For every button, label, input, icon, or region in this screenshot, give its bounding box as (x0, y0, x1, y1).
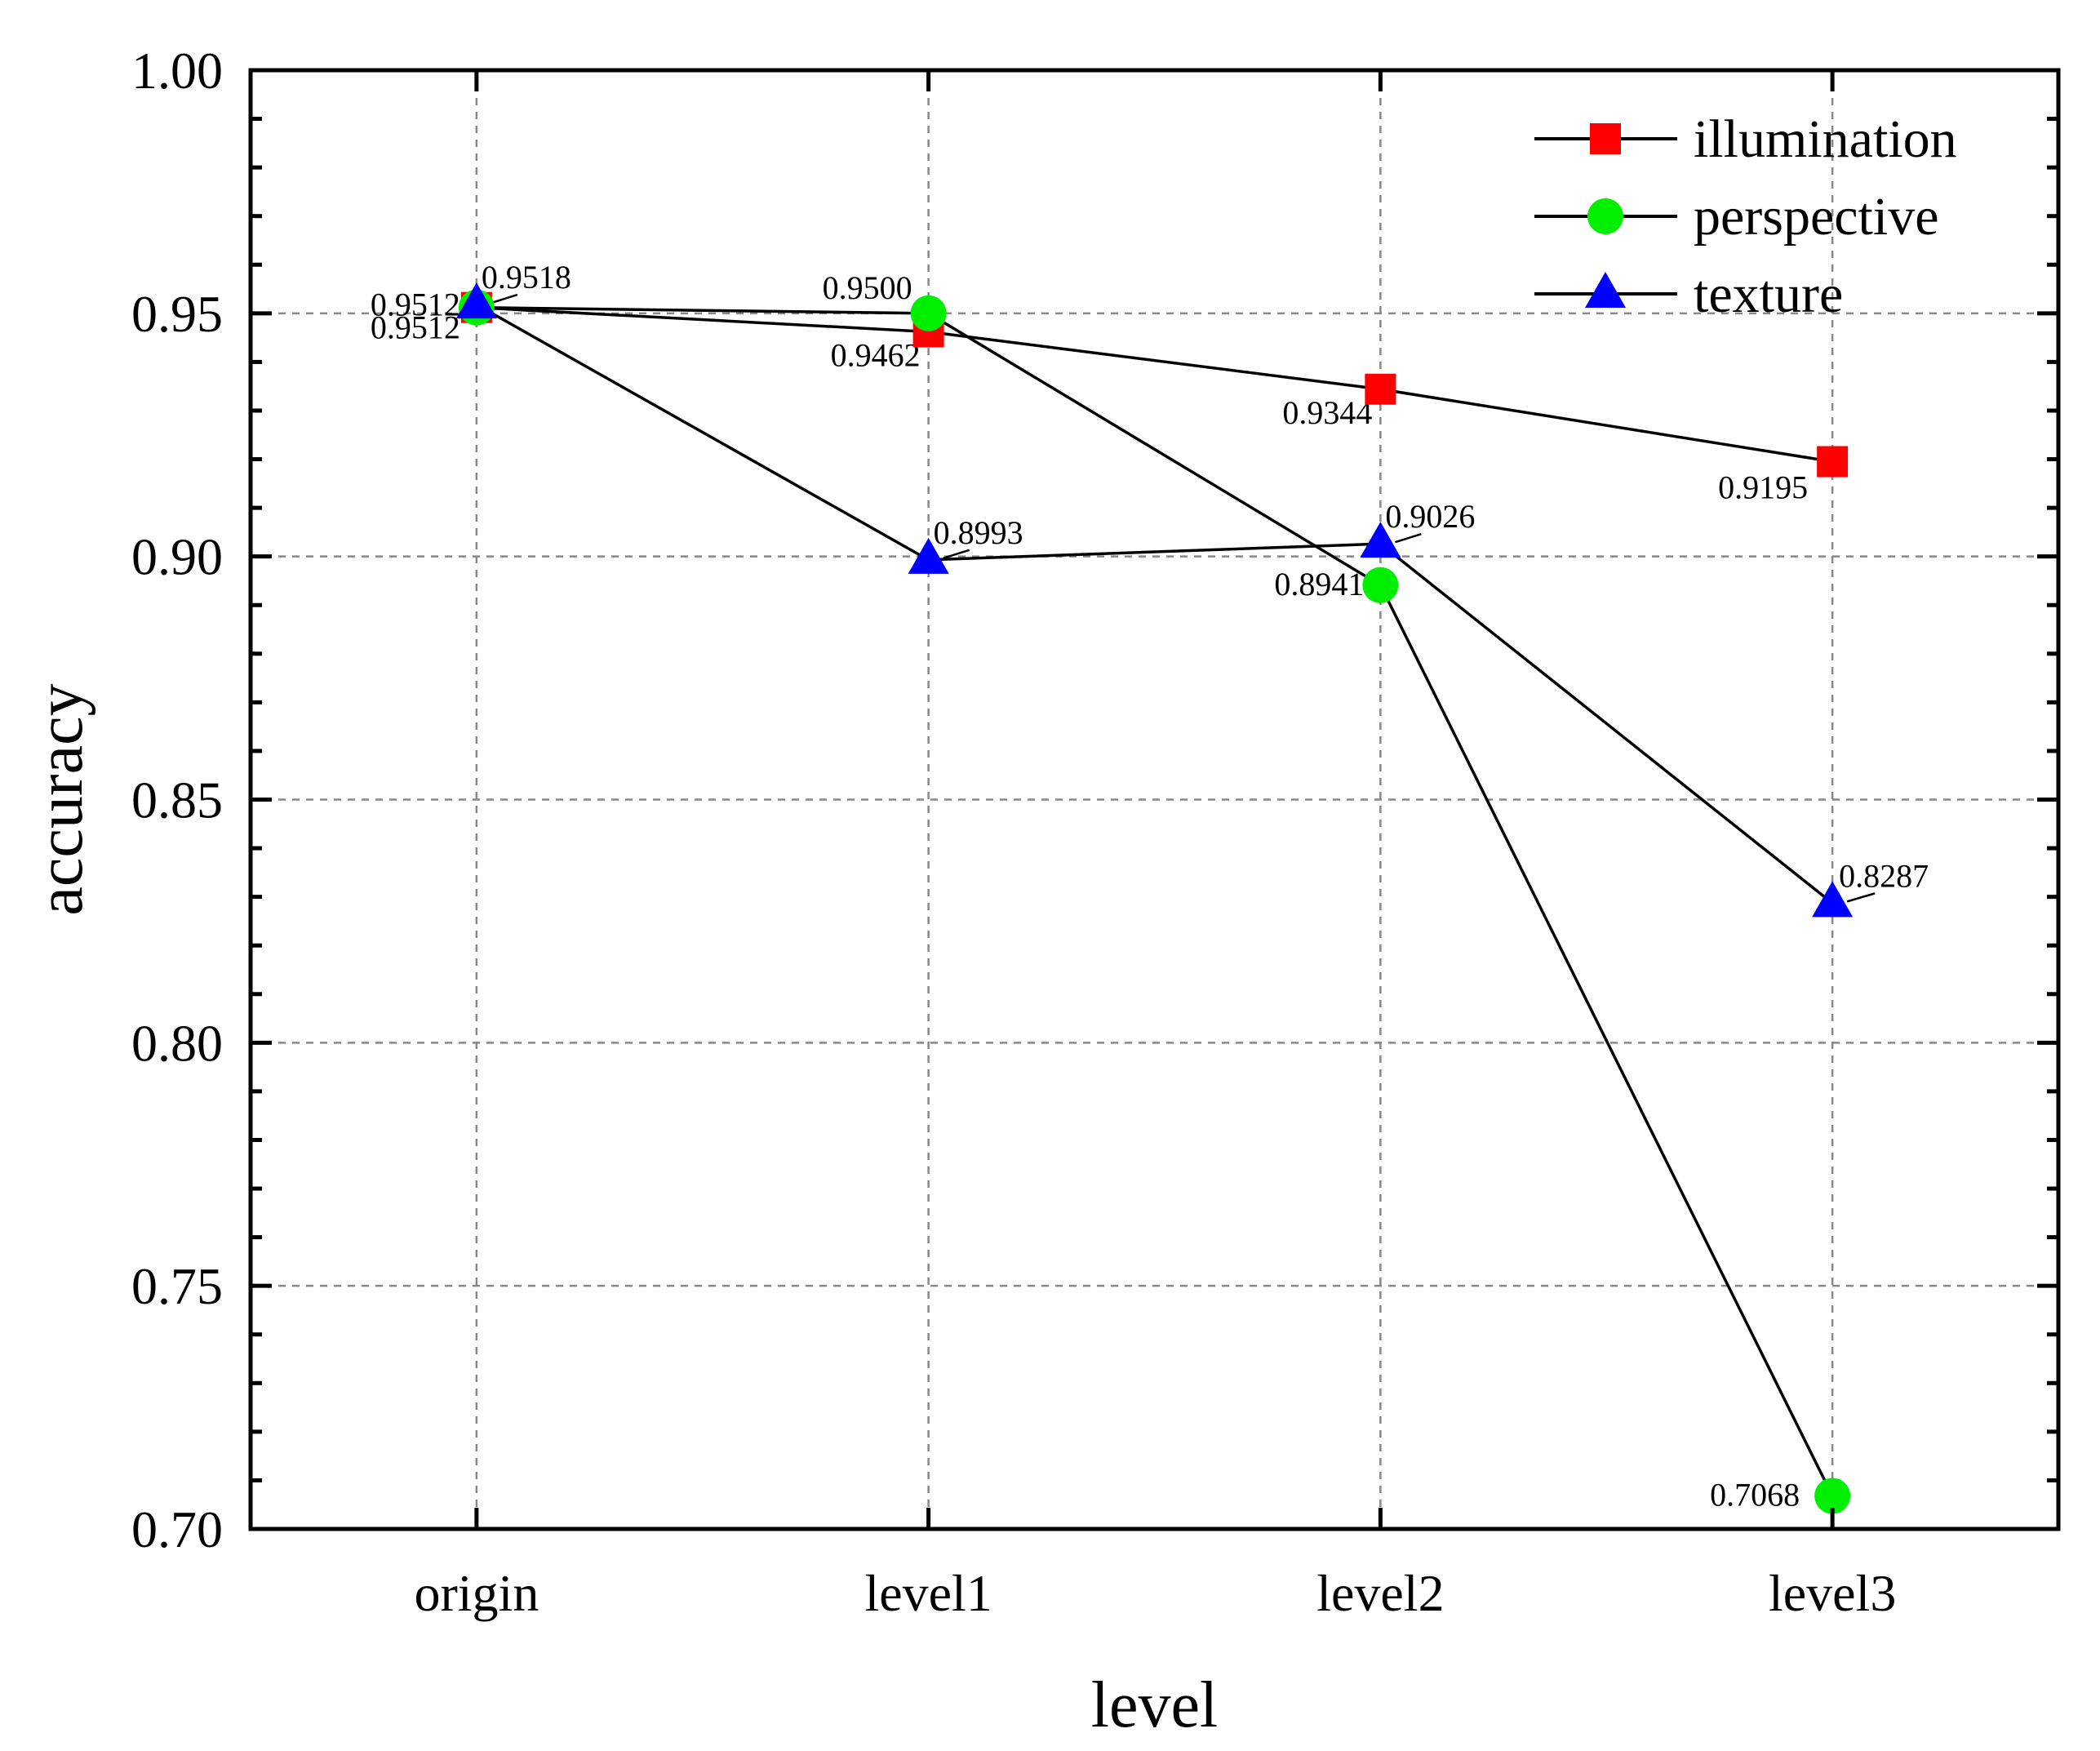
x-tick-label: origin (414, 1564, 539, 1622)
perspective-data-label: 0.8941 (1274, 566, 1364, 602)
y-tick-label: 0.85 (131, 771, 223, 829)
series-line-illumination (476, 305, 1833, 464)
perspective-marker (910, 295, 947, 331)
texture-label-leader (943, 549, 970, 560)
texture-data-label: 0.8287 (1839, 857, 1929, 894)
illumination-marker (1365, 373, 1396, 405)
y-tick-label: 0.80 (131, 1014, 223, 1072)
perspective-marker (1814, 1478, 1851, 1514)
illumination-data-label: 0.9512 (371, 309, 460, 346)
data-labels: 0.9512 0.9462 0.9344 0.9195 0.9512 0.9500 0.89… (371, 259, 1929, 1513)
perspective-data-label: 0.9512 (371, 287, 460, 323)
texture-data-label: 0.9518 (482, 259, 571, 296)
series-line-texture (476, 303, 1834, 904)
legend-marker-texture (1585, 272, 1626, 308)
texture-data-label: 0.8993 (934, 514, 1023, 551)
perspective-data-label: 0.7068 (1710, 1476, 1800, 1513)
series-lines (476, 303, 1834, 1497)
x-tick-label: level2 (1316, 1564, 1444, 1622)
texture-label-leader (1395, 532, 1422, 544)
series-markers (455, 282, 1854, 1514)
axis-ticks (251, 68, 2058, 1531)
texture-marker (1812, 881, 1854, 918)
x-axis-title: level (1091, 1669, 1218, 1741)
x-tick-label: level1 (864, 1564, 992, 1622)
illumination-data-label: 0.9462 (831, 336, 921, 373)
y-tick-label: 0.70 (131, 1500, 223, 1558)
x-tick-label: level3 (1769, 1564, 1896, 1622)
y-tick-label: 0.75 (131, 1257, 223, 1315)
legend-label-perspective: perspective (1694, 187, 1939, 247)
illumination-data-label: 0.9344 (1282, 394, 1372, 431)
texture-marker (1360, 522, 1401, 558)
y-tick-label: 0.95 (131, 285, 223, 343)
texture-label-leader (1846, 892, 1876, 903)
perspective-marker (1362, 567, 1399, 603)
texture-marker (908, 537, 949, 574)
y-tick-label: 0.90 (131, 528, 223, 586)
axis-tick-labels: 0.70 0.75 0.80 0.85 0.90 0.95 1.00 origin level1… (131, 42, 1896, 1622)
texture-label-leader (491, 293, 518, 304)
legend-marker-perspective (1587, 198, 1623, 234)
illumination-marker (1817, 446, 1849, 478)
perspective-data-label: 0.9500 (823, 269, 912, 306)
texture-data-label: 0.9026 (1385, 498, 1475, 535)
y-tick-label: 1.00 (131, 42, 223, 100)
legend-label-texture: texture (1694, 264, 1843, 324)
y-axis-title: accuracy (24, 683, 96, 915)
illumination-data-label: 0.9195 (1718, 469, 1808, 506)
legend-label-illumination: illumination (1694, 109, 1957, 169)
legend: illumination perspective texture (1534, 109, 1957, 324)
legend-marker-illumination (1590, 123, 1621, 154)
series-line-perspective (476, 305, 1834, 1497)
texture-marker (455, 282, 497, 319)
